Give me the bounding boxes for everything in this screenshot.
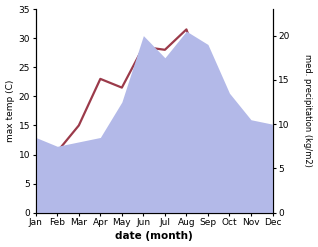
Y-axis label: max temp (C): max temp (C) <box>5 80 15 142</box>
Y-axis label: med. precipitation (kg/m2): med. precipitation (kg/m2) <box>303 54 313 167</box>
X-axis label: date (month): date (month) <box>115 231 193 242</box>
